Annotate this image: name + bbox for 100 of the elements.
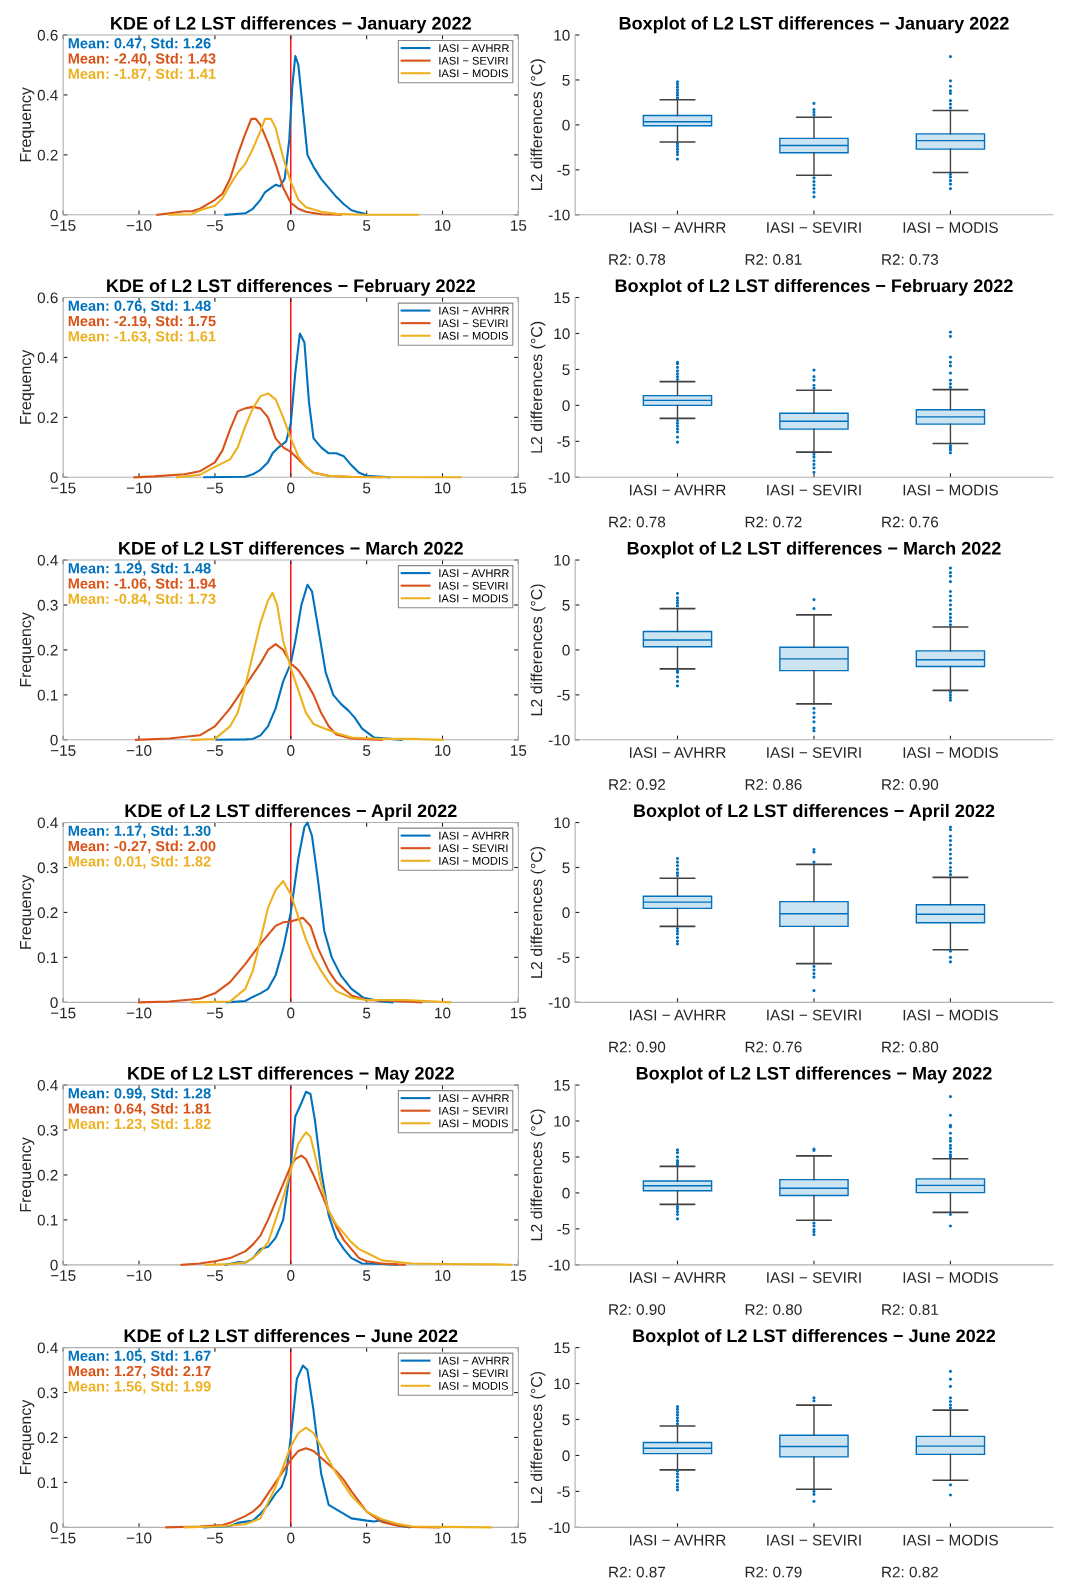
text: R2: 0.90 (882, 779, 939, 790)
legend-label: IASI − MODIS (439, 1119, 508, 1128)
text: R2: 0.78 (609, 516, 666, 528)
legend-label: IASI − SEVIRI (439, 844, 508, 853)
x-tick-label: IASI − SEVIRI (767, 484, 861, 496)
chart-title: Boxplot of L2 LST differences − January 2022 (619, 16, 1009, 34)
x-tick-label: 0 (287, 745, 295, 756)
annotation: Mean: 1.27, Std: 2.17 (68, 1365, 211, 1379)
annotation: Mean: -2.40, Std: 1.43 (68, 52, 216, 66)
legend-label: IASI − MODIS (439, 331, 508, 340)
chart-title: KDE of L2 LST differences − April 2022 (125, 803, 457, 821)
text: R2: 0.78 (609, 254, 666, 265)
x-tick-label: −15 (50, 1270, 76, 1281)
chart-title: KDE of L2 LST differences − January 2022 (111, 16, 471, 34)
x-tick-label: 15 (511, 1270, 527, 1281)
x-tick-label: −10 (126, 1007, 152, 1019)
text: R2: 0.87 (609, 1566, 666, 1578)
x-tick-label: 5 (363, 220, 371, 231)
y-tick-label: 5 (562, 600, 570, 611)
x-tick-label: IASI − SEVIRI (767, 222, 861, 233)
y-tick-label: 0.2 (37, 149, 58, 161)
y-tick-label: -10 (548, 997, 570, 1009)
chart-title: Boxplot of L2 LST differences − June 2022 (633, 1328, 996, 1346)
legend-label: IASI − AVHRR (439, 1356, 509, 1365)
text: R2: 0.81 (882, 1304, 938, 1315)
y-tick-label: 0.4 (37, 817, 58, 829)
y-tick-label: -10 (548, 734, 570, 746)
annotation: Mean: -0.27, Std: 2.00 (68, 840, 216, 854)
x-tick-label: IASI − AVHRR (630, 222, 726, 233)
x-tick-label: IASI − AVHRR (630, 1534, 726, 1546)
x-tick-label: 0 (287, 220, 295, 231)
x-tick-label: −15 (50, 1007, 76, 1019)
annotation: Mean: -2.19, Std: 1.75 (68, 315, 216, 329)
y-tick-label: 0.2 (37, 1432, 58, 1444)
y-tick-label: -5 (557, 1223, 570, 1235)
chart-title: KDE of L2 LST differences − February 2022 (107, 278, 475, 296)
y-axis-title: Frequency (20, 349, 35, 424)
y-tick-label: 0 (562, 1450, 570, 1462)
y-tick-label: 0.4 (37, 1079, 58, 1091)
annotation: Mean: 1.56, Std: 1.99 (68, 1380, 211, 1394)
chart-title: KDE of L2 LST differences − March 2022 (119, 541, 463, 555)
y-tick-label: 0 (50, 1259, 58, 1271)
y-tick-label: -5 (557, 1486, 570, 1498)
legend-label: IASI − AVHRR (439, 1094, 509, 1103)
x-tick-label: −10 (126, 220, 152, 231)
x-tick-label: −10 (126, 1532, 152, 1544)
y-tick-label: 0 (562, 907, 570, 919)
x-tick-label: 0 (287, 1270, 295, 1281)
x-tick-label: 5 (363, 1007, 371, 1019)
x-tick-label: IASI − MODIS (903, 484, 998, 496)
annotation: Mean: 0.64, Std: 1.81 (68, 1103, 211, 1116)
chart-title: Boxplot of L2 LST differences − February 2022 (615, 278, 1013, 296)
y-tick-label: 0.4 (37, 89, 58, 101)
x-tick-label: 5 (363, 745, 371, 756)
annotation: Mean: 0.47, Std: 1.26 (68, 37, 211, 51)
x-tick-label: IASI − SEVIRI (767, 747, 861, 758)
annotation: Mean: -1.87, Std: 1.41 (68, 68, 216, 82)
x-tick-label: −10 (126, 482, 152, 494)
chart-title: KDE of L2 LST differences − June 2022 (124, 1328, 458, 1343)
annotation: Mean: 1.17, Std: 1.30 (68, 825, 211, 839)
x-tick-label: 10 (435, 1007, 451, 1019)
text: R2: 0.72 (745, 516, 802, 528)
x-tick-label: IASI − AVHRR (630, 1009, 726, 1021)
y-tick-label: 0 (50, 734, 58, 746)
y-tick-label: 0.2 (37, 907, 58, 919)
y-tick-label: 0 (562, 1187, 570, 1199)
x-tick-label: IASI − MODIS (903, 1009, 998, 1021)
text: R2: 0.73 (882, 254, 939, 265)
y-axis-title: Frequency (20, 874, 35, 949)
x-tick-label: IASI − MODIS (903, 1272, 998, 1284)
legend-label: IASI − AVHRR (439, 44, 509, 53)
annotation: Mean: -1.06, Std: 1.94 (68, 578, 216, 591)
legend-label: IASI − SEVIRI (439, 56, 508, 65)
legend-label: IASI − AVHRR (439, 306, 509, 315)
x-tick-label: −5 (206, 1007, 223, 1019)
x-tick-label: 5 (363, 1270, 371, 1281)
x-tick-label: 10 (435, 482, 451, 494)
y-tick-label: 0.2 (37, 412, 58, 424)
legend-label: IASI − AVHRR (439, 831, 509, 840)
x-tick-label: 0 (287, 482, 295, 494)
legend-label: IASI − MODIS (439, 1381, 508, 1390)
y-tick-label: 5 (562, 1152, 570, 1163)
x-tick-label: −5 (206, 1270, 223, 1281)
x-tick-label: 10 (435, 220, 451, 231)
x-tick-label: 15 (511, 745, 527, 756)
y-tick-label: 0.6 (37, 29, 58, 41)
annotation: Mean: 1.29, Std: 1.48 (68, 562, 211, 576)
x-tick-label: −10 (126, 745, 152, 756)
y-tick-label: 0.4 (37, 1342, 58, 1354)
y-axis-title: L2 differences (°C) (530, 846, 546, 978)
y-tick-label: 5 (562, 364, 570, 376)
annotation: Mean: 1.05, Std: 1.67 (68, 1350, 211, 1364)
y-tick-label: 0.2 (37, 1169, 58, 1181)
text: R2: 0.90 (609, 1304, 666, 1315)
x-tick-label: 5 (363, 482, 371, 494)
text: R2: 0.79 (745, 1566, 802, 1578)
y-axis-title: L2 differences (°C) (530, 59, 546, 191)
y-axis-title: Frequency (20, 612, 35, 687)
text: R2: 0.90 (609, 1041, 666, 1053)
x-tick-label: IASI − AVHRR (630, 484, 726, 496)
